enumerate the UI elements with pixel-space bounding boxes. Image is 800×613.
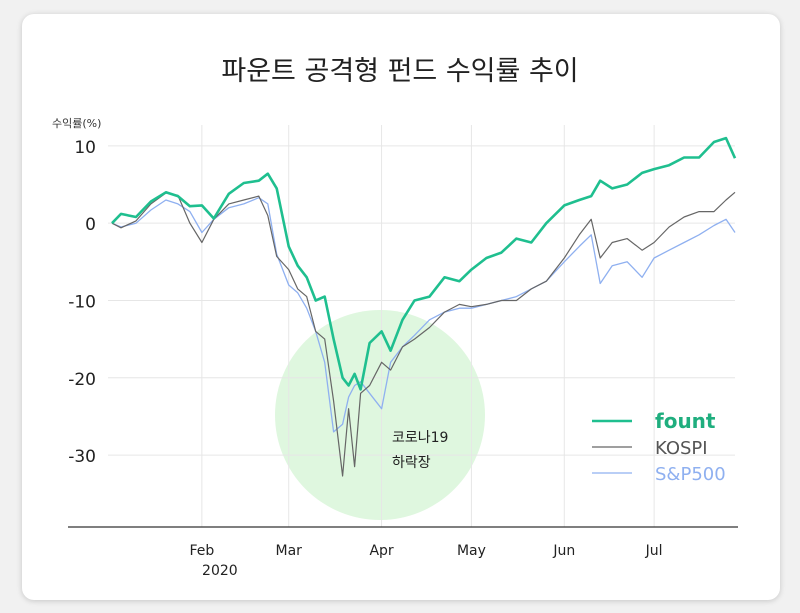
x-tick-label: May [457, 543, 486, 559]
chart-title: 파운트 공격형 펀드 수익률 추이 [221, 56, 578, 87]
x-tick-label: Jul [645, 543, 663, 559]
y-axis-label: 수익률(%) [52, 117, 101, 130]
x-tick-label: Mar [276, 543, 303, 559]
series-line-sp500 [111, 197, 736, 433]
x-tick-sublabel: 2020 [202, 563, 238, 579]
crash-highlight-circle [275, 310, 485, 520]
annotation-line-1: 코로나19 [392, 430, 448, 446]
annotation-line-2: 하락장 [392, 455, 431, 471]
series-line-fount [111, 136, 737, 391]
x-tick-label: Apr [369, 543, 393, 559]
legend-label: S&P500 [655, 464, 726, 485]
y-tick-label: 0 [85, 215, 96, 235]
x-tick-label: Feb [189, 543, 214, 559]
series-line-kospi [111, 191, 736, 477]
y-tick-label: 10 [74, 138, 96, 158]
legend-label: fount [655, 409, 716, 433]
legend-label: KOSPI [655, 438, 708, 459]
y-tick-label: -10 [68, 292, 96, 312]
y-tick-label: -20 [68, 370, 96, 390]
x-tick-label: Jun [552, 543, 575, 559]
y-tick-label: -30 [68, 447, 96, 467]
